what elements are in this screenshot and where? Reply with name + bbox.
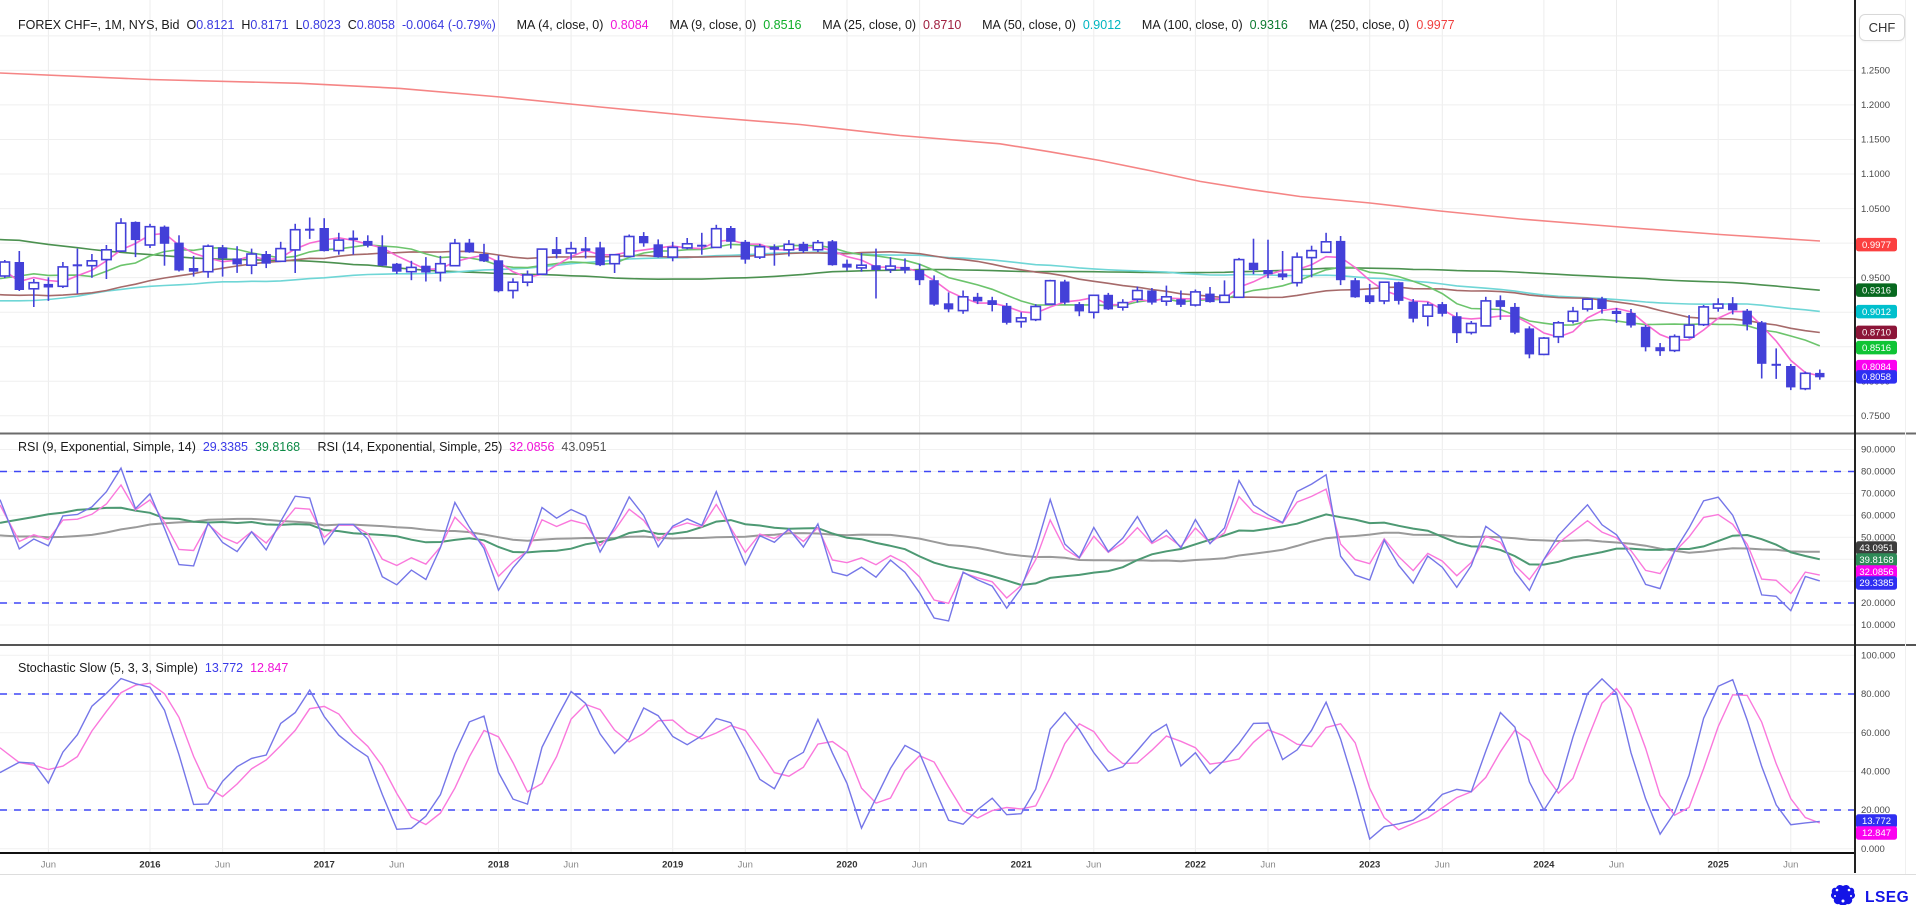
svg-text:80.000: 80.000 bbox=[1861, 689, 1890, 700]
svg-text:43.0951: 43.0951 bbox=[1859, 543, 1893, 554]
svg-text:39.8168: 39.8168 bbox=[1859, 555, 1893, 566]
svg-text:2021: 2021 bbox=[1011, 860, 1033, 871]
svg-text:0.7500: 0.7500 bbox=[1861, 411, 1890, 422]
svg-text:0.8710: 0.8710 bbox=[1862, 328, 1891, 339]
svg-text:Jun: Jun bbox=[1609, 860, 1624, 871]
svg-text:2023: 2023 bbox=[1359, 860, 1380, 871]
svg-text:2025: 2025 bbox=[1708, 860, 1730, 871]
svg-text:20.0000: 20.0000 bbox=[1861, 598, 1895, 609]
svg-text:100.000: 100.000 bbox=[1861, 651, 1895, 662]
svg-text:Jun: Jun bbox=[738, 860, 753, 871]
svg-text:90.0000: 90.0000 bbox=[1861, 445, 1895, 456]
svg-text:60.000: 60.000 bbox=[1861, 728, 1890, 739]
svg-text:2018: 2018 bbox=[488, 860, 509, 871]
svg-text:40.000: 40.000 bbox=[1861, 767, 1890, 778]
svg-text:60.0000: 60.0000 bbox=[1861, 511, 1895, 522]
svg-text:80.0000: 80.0000 bbox=[1861, 467, 1895, 478]
svg-text:1.0500: 1.0500 bbox=[1861, 204, 1890, 215]
svg-text:Jun: Jun bbox=[1086, 860, 1101, 871]
svg-text:2019: 2019 bbox=[662, 860, 683, 871]
svg-text:10.0000: 10.0000 bbox=[1861, 620, 1895, 631]
svg-text:13.772: 13.772 bbox=[1862, 816, 1891, 827]
svg-text:0.9316: 0.9316 bbox=[1862, 285, 1891, 296]
svg-text:2020: 2020 bbox=[836, 860, 857, 871]
svg-text:0.8058: 0.8058 bbox=[1862, 372, 1891, 383]
svg-text:0.000: 0.000 bbox=[1861, 844, 1885, 855]
svg-text:Jun: Jun bbox=[563, 860, 578, 871]
svg-text:0.9977: 0.9977 bbox=[1862, 240, 1891, 251]
svg-text:0.9012: 0.9012 bbox=[1862, 307, 1891, 318]
svg-text:12.847: 12.847 bbox=[1862, 828, 1891, 839]
svg-text:Jun: Jun bbox=[912, 860, 927, 871]
svg-text:Jun: Jun bbox=[215, 860, 230, 871]
svg-text:Jun: Jun bbox=[1260, 860, 1275, 871]
svg-text:50.0000: 50.0000 bbox=[1861, 533, 1895, 544]
svg-text:0.8084: 0.8084 bbox=[1862, 362, 1891, 373]
svg-text:20.000: 20.000 bbox=[1861, 805, 1890, 816]
svg-text:1.2500: 1.2500 bbox=[1861, 66, 1890, 77]
svg-text:2022: 2022 bbox=[1185, 860, 1206, 871]
svg-text:2024: 2024 bbox=[1533, 860, 1555, 871]
svg-text:Jun: Jun bbox=[41, 860, 56, 871]
svg-text:0.8516: 0.8516 bbox=[1862, 343, 1891, 354]
svg-text:Jun: Jun bbox=[389, 860, 404, 871]
svg-text:70.0000: 70.0000 bbox=[1861, 489, 1895, 500]
svg-text:1.1500: 1.1500 bbox=[1861, 135, 1890, 146]
svg-text:Jun: Jun bbox=[1783, 860, 1798, 871]
svg-text:Jun: Jun bbox=[1435, 860, 1450, 871]
svg-text:2016: 2016 bbox=[139, 860, 160, 871]
svg-text:32.0856: 32.0856 bbox=[1859, 567, 1893, 578]
svg-text:0.9500: 0.9500 bbox=[1861, 273, 1890, 284]
svg-text:29.3385: 29.3385 bbox=[1859, 578, 1893, 589]
svg-text:2017: 2017 bbox=[314, 860, 335, 871]
svg-text:1.2000: 1.2000 bbox=[1861, 100, 1890, 111]
svg-text:1.1000: 1.1000 bbox=[1861, 169, 1890, 180]
svg-text:LSEG: LSEG bbox=[1865, 889, 1909, 905]
